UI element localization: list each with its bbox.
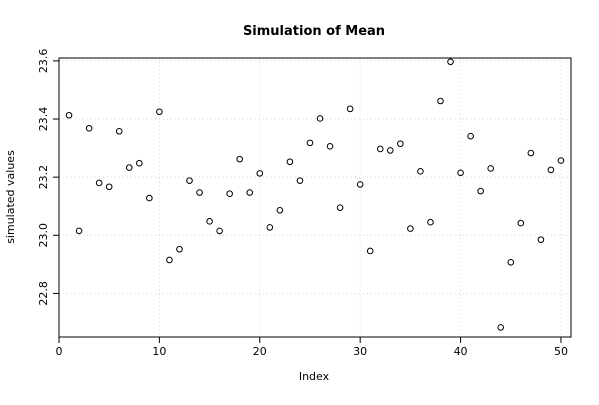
data-point	[246, 189, 254, 196]
data-point	[75, 227, 83, 235]
data-point	[186, 177, 193, 184]
data-point	[397, 140, 404, 148]
x-tick-label: 0	[56, 345, 63, 358]
data-point	[115, 127, 123, 135]
data-point	[206, 218, 213, 225]
data-point	[316, 115, 324, 122]
data-point	[376, 145, 384, 153]
data-point	[497, 324, 505, 331]
x-tick-label: 50	[554, 345, 568, 358]
grid	[58, 58, 571, 337]
data-point	[366, 247, 374, 255]
data-point	[457, 169, 464, 177]
y-axis-label: simulated values	[4, 150, 17, 244]
data-point	[407, 225, 414, 232]
data-point	[176, 245, 183, 253]
data-points	[65, 58, 565, 331]
data-point	[226, 190, 233, 198]
y-tick-label: 22.8	[37, 281, 50, 306]
data-point	[487, 165, 494, 172]
data-point	[507, 259, 515, 266]
y-tick-label: 23.4	[37, 107, 50, 132]
y-tick-label: 23.0	[37, 223, 50, 248]
data-point	[417, 168, 424, 175]
data-point	[527, 149, 535, 157]
data-point	[296, 177, 304, 184]
data-point	[236, 155, 244, 163]
axes: 0 10 20 30 40 50 22.8 23.0 23.2 23.4 23.6	[37, 49, 568, 358]
x-tick-label: 10	[152, 345, 166, 358]
data-point	[356, 181, 364, 188]
data-point	[437, 97, 444, 105]
data-point	[266, 224, 274, 231]
x-axis-label: Index	[299, 370, 330, 383]
data-point	[125, 164, 133, 171]
data-point	[557, 157, 565, 164]
y-tick-label: 23.6	[37, 49, 50, 74]
plot-frame	[58, 57, 572, 338]
data-point	[166, 256, 173, 264]
data-point	[196, 189, 203, 196]
x-tick-label: 20	[253, 345, 267, 358]
data-point	[216, 227, 223, 235]
data-point	[95, 179, 103, 187]
data-point	[477, 187, 484, 195]
data-point	[276, 206, 284, 214]
data-point	[146, 194, 153, 202]
data-point	[537, 236, 545, 243]
data-point	[336, 204, 344, 211]
data-point	[467, 132, 474, 140]
data-point	[447, 58, 454, 66]
data-point	[427, 218, 434, 226]
data-point	[286, 158, 294, 166]
data-point	[256, 170, 264, 177]
data-point	[156, 108, 163, 116]
data-point	[306, 139, 314, 147]
x-tick-label: 40	[454, 345, 468, 358]
data-point	[65, 111, 73, 119]
data-point	[386, 147, 394, 154]
data-point	[517, 219, 525, 227]
data-point	[346, 105, 354, 113]
data-point	[105, 183, 113, 191]
data-point	[326, 143, 334, 150]
chart-title: Simulation of Mean	[243, 24, 385, 39]
data-point	[547, 166, 555, 174]
data-point	[136, 159, 143, 167]
y-tick-label: 23.2	[37, 165, 50, 190]
x-tick-label: 30	[353, 345, 367, 358]
data-point	[85, 125, 93, 132]
